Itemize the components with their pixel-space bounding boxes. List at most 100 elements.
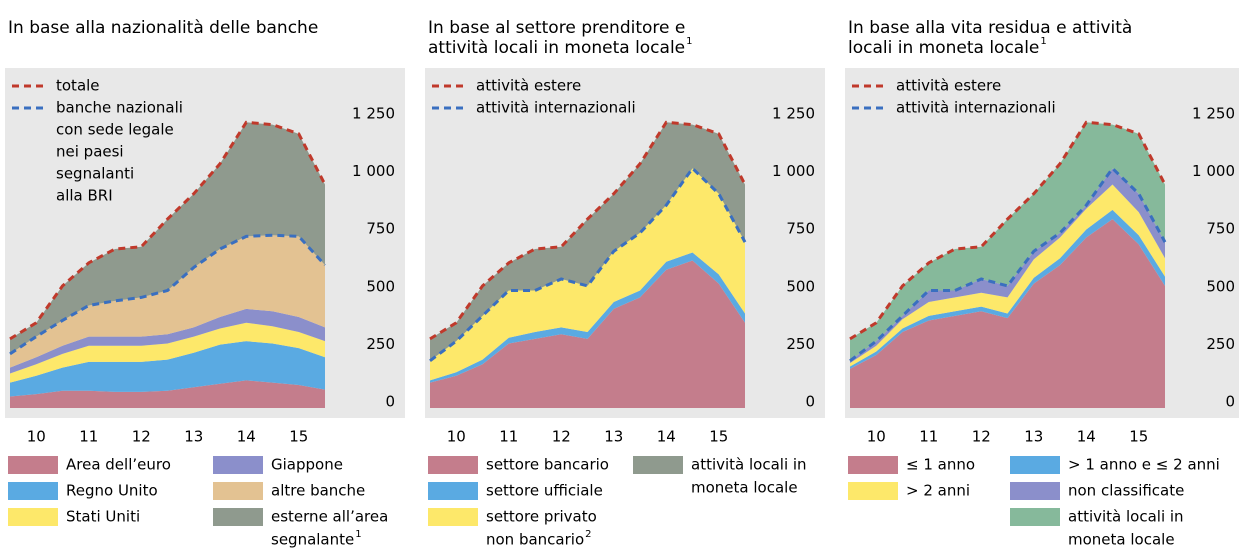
legend-label: Area dell’euro bbox=[66, 456, 171, 474]
x-tick-label: 14 bbox=[1077, 428, 1096, 446]
legend-label: ≤ 1 anno bbox=[906, 456, 975, 474]
legend-swatch bbox=[213, 508, 263, 526]
legend-swatch bbox=[848, 482, 898, 500]
panel: In base alla nazionalità delle banche tot… bbox=[5, 18, 405, 549]
x-tick-label: 15 bbox=[709, 428, 728, 446]
y-tick-label: 1 000 bbox=[352, 162, 395, 180]
legend-label: > 2 anni bbox=[906, 482, 970, 500]
x-tick-label: 15 bbox=[1129, 428, 1148, 446]
x-tick-label: 10 bbox=[447, 428, 466, 446]
x-tick-label: 11 bbox=[919, 428, 938, 446]
legend-label: attività estere bbox=[896, 77, 1001, 95]
legend-label: attività locali in bbox=[1068, 508, 1184, 526]
legend-label: attività locali in bbox=[691, 456, 807, 474]
area bbox=[430, 260, 745, 408]
legend-swatch bbox=[1010, 482, 1060, 500]
legend-label: segnalante bbox=[271, 531, 354, 549]
panel-title: In base alla nazionalità delle banche bbox=[8, 18, 318, 38]
legend-label: con sede legale bbox=[56, 121, 174, 139]
y-tick-label: 250 bbox=[786, 335, 815, 353]
legend-label: moneta locale bbox=[691, 479, 798, 497]
legend-swatch bbox=[213, 482, 263, 500]
legend-label: attività internazionali bbox=[896, 99, 1056, 117]
x-tick-label: 12 bbox=[552, 428, 571, 446]
legend-label: Giappone bbox=[271, 456, 343, 474]
panel-title: attività locali in moneta locale bbox=[428, 38, 685, 58]
legend-label: > 1 anno e ≤ 2 anni bbox=[1068, 456, 1220, 474]
legend-swatch bbox=[428, 456, 478, 474]
area bbox=[850, 219, 1165, 408]
area bbox=[10, 122, 325, 354]
legend-label: alla BRI bbox=[56, 187, 113, 205]
y-tick-label: 1 250 bbox=[352, 105, 395, 123]
x-tick-label: 14 bbox=[657, 428, 676, 446]
y-tick-label: 500 bbox=[1206, 277, 1235, 295]
legend-swatch bbox=[213, 456, 263, 474]
x-tick-label: 13 bbox=[604, 428, 623, 446]
y-tick-label: 0 bbox=[805, 393, 815, 411]
dashed-line bbox=[9, 233, 327, 356]
x-tick-label: 11 bbox=[499, 428, 518, 446]
panel-title: locali in moneta locale bbox=[848, 38, 1039, 58]
legend-label: settore bancario bbox=[486, 456, 609, 474]
area bbox=[430, 168, 745, 381]
legend-label: settore privato bbox=[486, 508, 597, 526]
legend-swatch bbox=[848, 456, 898, 474]
area bbox=[10, 341, 325, 397]
area bbox=[10, 235, 325, 368]
area bbox=[10, 322, 325, 383]
y-tick-label: 250 bbox=[366, 335, 395, 353]
y-tick-label: 750 bbox=[366, 220, 395, 238]
legend-label: non classificate bbox=[1068, 482, 1184, 500]
legend-swatch bbox=[8, 456, 58, 474]
legend-swatch bbox=[1010, 508, 1060, 526]
y-tick-label: 1 250 bbox=[1192, 105, 1235, 123]
panel: In base al settore prenditore eattività … bbox=[425, 18, 825, 549]
y-tick-label: 0 bbox=[1225, 393, 1235, 411]
legend-swatch bbox=[633, 456, 683, 474]
x-tick-label: 11 bbox=[79, 428, 98, 446]
legend-swatch bbox=[428, 482, 478, 500]
legend-label: moneta locale bbox=[1068, 531, 1175, 549]
dashed-line bbox=[849, 120, 1167, 341]
x-tick-label: 12 bbox=[132, 428, 151, 446]
legend-label: attività estere bbox=[476, 77, 581, 95]
legend-label: non bancario bbox=[486, 531, 584, 549]
x-tick-label: 10 bbox=[867, 428, 886, 446]
y-tick-label: 500 bbox=[366, 277, 395, 295]
legend-label: Stati Uniti bbox=[66, 508, 140, 526]
y-tick-label: 1 000 bbox=[772, 162, 815, 180]
legend-footnote: 1 bbox=[355, 529, 361, 540]
title-footnote: 1 bbox=[686, 36, 692, 47]
title-footnote: 1 bbox=[1040, 36, 1046, 47]
area bbox=[850, 122, 1165, 361]
legend-label: attività internazionali bbox=[476, 99, 636, 117]
legend-label: totale bbox=[56, 77, 100, 95]
y-tick-label: 500 bbox=[786, 277, 815, 295]
y-tick-label: 750 bbox=[1206, 220, 1235, 238]
legend-label: esterne all’area bbox=[271, 508, 388, 526]
x-tick-label: 12 bbox=[972, 428, 991, 446]
dashed-line bbox=[9, 120, 327, 341]
x-tick-label: 10 bbox=[27, 428, 46, 446]
y-tick-label: 0 bbox=[385, 393, 395, 411]
y-tick-label: 250 bbox=[1206, 335, 1235, 353]
x-tick-label: 13 bbox=[184, 428, 203, 446]
y-tick-label: 750 bbox=[786, 220, 815, 238]
legend-swatch bbox=[8, 482, 58, 500]
legend-swatch bbox=[428, 508, 478, 526]
legend-swatch bbox=[1010, 456, 1060, 474]
panel: In base alla vita residua e attivitàloca… bbox=[845, 18, 1239, 549]
panel-title: In base alla vita residua e attività bbox=[848, 18, 1132, 38]
x-tick-label: 13 bbox=[1024, 428, 1043, 446]
x-tick-label: 15 bbox=[289, 428, 308, 446]
y-tick-label: 1 000 bbox=[1192, 162, 1235, 180]
area bbox=[10, 380, 325, 408]
dashed-line bbox=[429, 120, 747, 341]
x-tick-label: 14 bbox=[237, 428, 256, 446]
legend-label: Regno Unito bbox=[66, 482, 158, 500]
y-tick-label: 1 250 bbox=[772, 105, 815, 123]
area bbox=[10, 308, 325, 374]
legend-label: nei paesi bbox=[56, 143, 124, 161]
